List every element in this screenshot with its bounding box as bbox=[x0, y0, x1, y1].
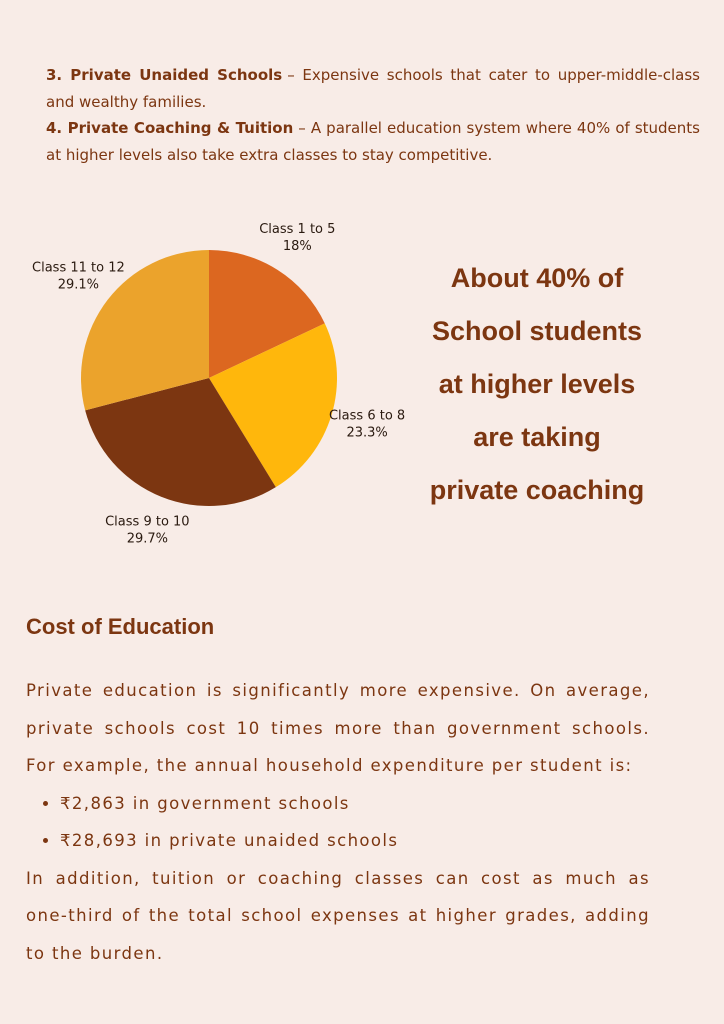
slice-label: Class 1 to 5 bbox=[259, 222, 335, 237]
section-body: Private education is significantly more … bbox=[26, 672, 650, 972]
slice-label: Class 11 to 12 bbox=[32, 261, 125, 276]
item-label: 3. Private Unaided Schools bbox=[46, 66, 283, 84]
paragraph: Private education is significantly more … bbox=[26, 681, 650, 775]
slice-value: 29.7% bbox=[127, 532, 168, 547]
slice-value: 23.3% bbox=[346, 426, 387, 441]
slice-label: Class 6 to 8 bbox=[329, 409, 405, 424]
callout-line: are taking bbox=[473, 422, 601, 452]
pie-slice bbox=[209, 250, 325, 378]
bullet: ₹28,693 in private unaided schools bbox=[60, 822, 650, 860]
callout: About 40% of School students at higher lev… bbox=[410, 252, 664, 517]
callout-line: at higher levels bbox=[438, 369, 636, 399]
pie-slice bbox=[85, 378, 276, 506]
slice-label: Class 9 to 10 bbox=[105, 515, 189, 530]
slice-value: 18% bbox=[283, 239, 312, 254]
callout-line: School students bbox=[431, 316, 642, 346]
bullet: ₹2,863 in government schools bbox=[60, 785, 650, 823]
pie-slice bbox=[81, 250, 209, 411]
paragraph: In addition, tuition or coaching classes… bbox=[26, 868, 650, 963]
callout-line: About 40% of bbox=[450, 263, 624, 293]
item-label: 4. Private Coaching & Tuition bbox=[46, 119, 294, 137]
list-item: 3. Private Unaided Schools – Expensive sc… bbox=[46, 62, 700, 115]
intro-list: 3. Private Unaided Schools – Expensive sc… bbox=[46, 62, 700, 168]
item-text: – A parallel education system where 40% … bbox=[46, 119, 700, 164]
pie-slice bbox=[209, 323, 337, 488]
section-heading: Cost of Education bbox=[26, 614, 215, 639]
item-text: – Expensive schools that cater to upper-… bbox=[46, 66, 701, 111]
list-item: 4. Private Coaching & Tuition – A paralle… bbox=[46, 115, 700, 168]
pie-chart: Class 1 to 5 18% Class 6 to 8 23.3% Class 9 … bbox=[32, 222, 405, 547]
callout-line: private coaching bbox=[429, 475, 645, 505]
slice-value: 29.1% bbox=[58, 278, 99, 293]
bullet-list: ₹2,863 in government schools ₹28,693 in … bbox=[26, 785, 650, 860]
